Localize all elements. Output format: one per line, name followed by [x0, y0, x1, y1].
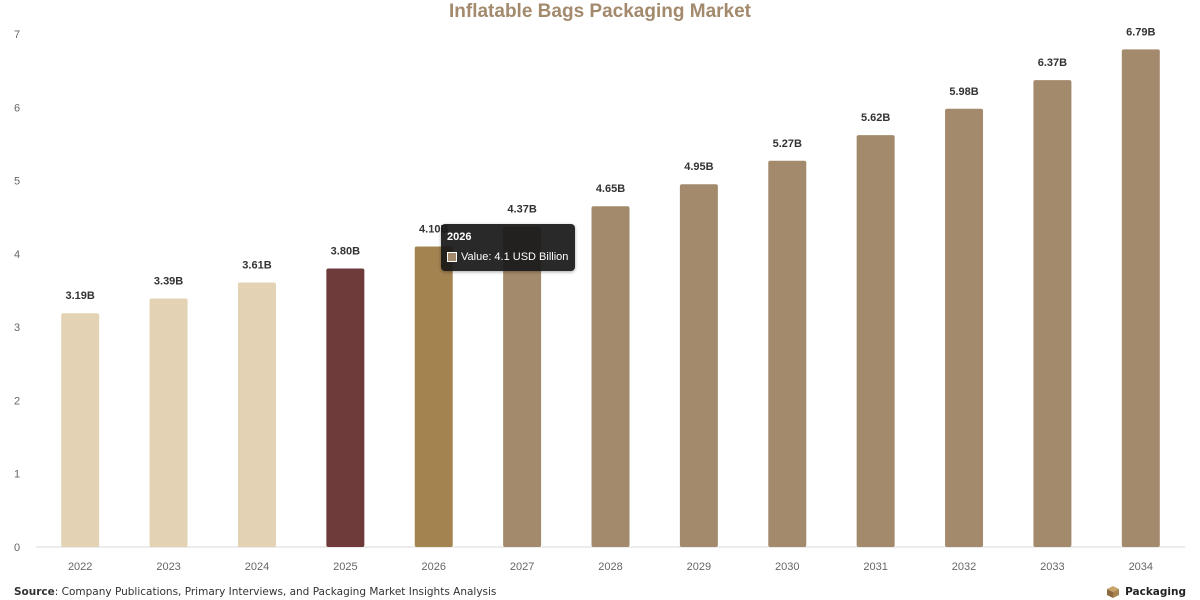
x-tick-label: 2034 [1129, 561, 1153, 573]
x-tick-label: 2028 [598, 561, 622, 573]
bar-value-label: 6.79B [1126, 26, 1155, 38]
bar[interactable] [1121, 49, 1160, 547]
chart-title: Inflatable Bags Packaging Market [449, 1, 751, 22]
x-tick-label: 2024 [245, 561, 269, 573]
bar[interactable] [61, 313, 100, 547]
bars-group [61, 49, 1160, 548]
tooltip: 2026 Value: 4.1 USD Billion [441, 224, 576, 271]
y-axis: 0 1 2 3 4 5 6 7 [14, 29, 20, 554]
x-tick-label: 2029 [687, 561, 711, 573]
bar[interactable] [326, 268, 365, 547]
x-axis: 2022 2023 2024 2025 2026 2027 2028 2029 2030 2031… [68, 561, 1153, 573]
bar-value-label: 3.80B [331, 246, 360, 258]
x-tick-label: 2032 [952, 561, 976, 573]
bar-value-label: 4.37B [507, 204, 536, 216]
bar[interactable] [679, 184, 718, 547]
bar[interactable] [856, 135, 895, 548]
y-tick-label: 5 [14, 176, 20, 188]
y-tick-label: 6 [14, 102, 20, 114]
bar-value-label: 3.39B [154, 276, 183, 288]
x-tick-label: 2033 [1040, 561, 1064, 573]
bar-value-label: 3.61B [242, 259, 271, 271]
bar-value-label: 6.37B [1038, 57, 1067, 69]
brand-name: Packaging [1125, 586, 1186, 598]
x-tick-label: 2025 [333, 561, 357, 573]
bar[interactable] [768, 160, 807, 547]
y-tick-label: 7 [14, 29, 20, 41]
y-tick-label: 0 [14, 542, 20, 554]
bar-value-label: 5.98B [949, 86, 978, 98]
bar-value-label: 4.95B [684, 161, 713, 173]
y-tick-label: 2 [14, 395, 20, 407]
box-icon [1107, 586, 1120, 598]
y-tick-label: 3 [14, 322, 20, 334]
bar[interactable] [237, 282, 276, 547]
bar[interactable] [945, 108, 984, 547]
brand-logo: Packaging [1106, 585, 1186, 599]
y-tick-label: 4 [14, 249, 20, 261]
tooltip-title: 2026 [447, 231, 472, 243]
bar[interactable] [503, 226, 542, 547]
x-tick-label: 2023 [156, 561, 180, 573]
x-tick-label: 2026 [421, 561, 445, 573]
bar[interactable] [414, 246, 453, 547]
bar-value-label: 3.19B [66, 290, 95, 302]
bar-value-label: 5.27B [773, 138, 802, 150]
bar[interactable] [149, 298, 188, 547]
x-tick-label: 2022 [68, 561, 92, 573]
x-tick-label: 2031 [863, 561, 887, 573]
source-text: : Company Publications, Primary Intervie… [54, 586, 497, 598]
bar-value-label: 5.62B [861, 112, 890, 124]
bar-value-label: 4.65B [596, 183, 625, 195]
source-note: Source: Company Publications, Primary In… [14, 586, 496, 598]
x-tick-label: 2030 [775, 561, 799, 573]
bar[interactable] [1033, 80, 1072, 548]
y-tick-label: 1 [14, 469, 20, 481]
tooltip-value: Value: 4.1 USD Billion [461, 251, 569, 263]
tooltip-swatch [447, 252, 457, 262]
x-tick-label: 2027 [510, 561, 534, 573]
tooltip-row: Value: 4.1 USD Billion [447, 249, 568, 265]
bar[interactable] [591, 206, 630, 547]
source-label: Source [14, 586, 55, 598]
